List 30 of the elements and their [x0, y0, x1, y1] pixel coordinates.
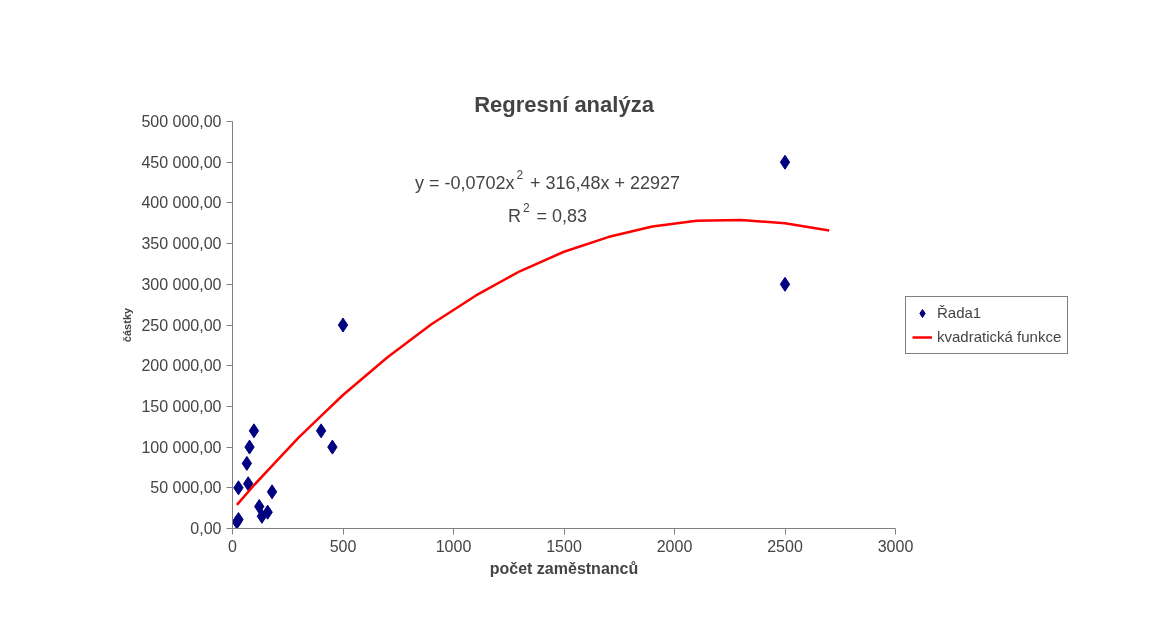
y-tick-label: 450 000,00	[141, 153, 222, 171]
y-tick-label: 350 000,00	[141, 235, 222, 253]
legend-label: Řada1	[937, 304, 982, 321]
y-tick-label: 300 000,00	[141, 275, 222, 293]
point	[248, 423, 260, 439]
y-tick-label: 0,00	[190, 520, 222, 537]
y-axis-title: částky	[121, 306, 134, 343]
x-tick-label: 0	[228, 537, 238, 555]
x-tick-label: 1000	[435, 537, 472, 555]
y-tick-label: 500 000,00	[141, 113, 222, 130]
point	[315, 423, 327, 439]
x-axis-title: počet zaměstnanců	[489, 559, 639, 577]
point	[337, 317, 349, 333]
legend-label: kvadratická funkce	[937, 328, 1062, 345]
x-tick-label: 2000	[656, 537, 693, 555]
y-tick-label: 100 000,00	[141, 438, 222, 456]
x-tick-label: 500	[329, 537, 357, 555]
y-tick-label: 400 000,00	[141, 194, 222, 212]
y-tick-label: 250 000,00	[141, 316, 222, 334]
y-tick-label: 150 000,00	[141, 397, 222, 415]
point	[241, 455, 253, 471]
point	[779, 154, 791, 170]
point	[779, 276, 791, 292]
point	[266, 484, 278, 500]
chart-title: Regresní analýza	[474, 91, 655, 117]
x-tick-label: 3000	[877, 537, 914, 555]
y-tick-label: 200 000,00	[141, 357, 222, 375]
x-tick-label: 2500	[767, 537, 803, 555]
y-tick-label: 50 000,00	[150, 479, 222, 497]
x-tick-label: 1500	[546, 537, 582, 555]
